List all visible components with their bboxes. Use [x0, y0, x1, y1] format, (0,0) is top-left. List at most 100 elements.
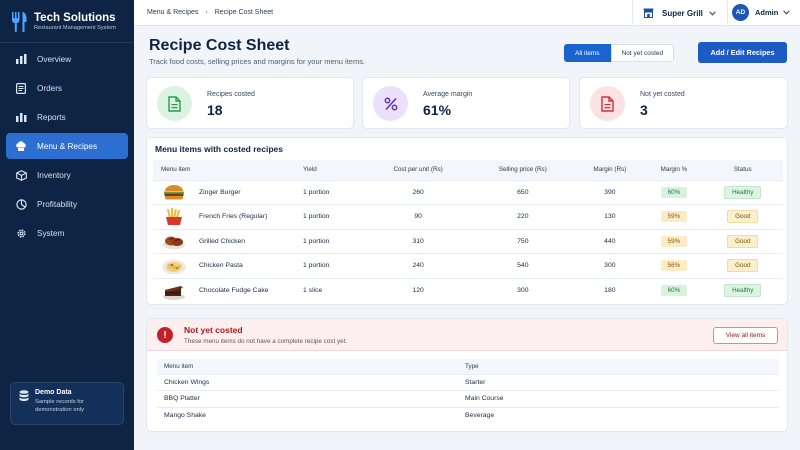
filter-not-yet-costed[interactable]: Not yet costed: [610, 44, 675, 62]
stat-value: 3: [640, 102, 648, 118]
page-title: Recipe Cost Sheet: [149, 37, 290, 54]
table-header-row: Menu item Yield Cost per unit (Rs) Selli…: [153, 160, 783, 180]
database-icon: [19, 389, 29, 418]
menu-item-name: Chicken Pasta: [199, 262, 243, 270]
column-header: Margin %: [645, 160, 703, 180]
demo-text: Sample records for demonstration only: [35, 399, 84, 413]
top-bar: Menu & Recipes › Recipe Cost Sheet Super…: [134, 0, 800, 26]
add-edit-recipes-button[interactable]: Add / Edit Recipes: [698, 42, 787, 63]
cake-thumbnail-icon: [163, 285, 185, 300]
breadcrumb-parent[interactable]: Menu & Recipes: [147, 9, 199, 16]
sidebar-item-label: Overview: [37, 54, 72, 64]
document-icon: [157, 86, 192, 121]
menu-item-type: Starter: [458, 373, 779, 391]
margin-cell: 390: [574, 179, 646, 205]
cost-cell: 90: [365, 204, 472, 229]
status-badge: Good: [727, 234, 759, 248]
margin-cell: 300: [574, 253, 646, 278]
cost-cell: 240: [365, 253, 472, 278]
store-name: Super Grill: [662, 8, 703, 18]
filter-all-items[interactable]: All items: [564, 44, 611, 62]
table-row[interactable]: Chicken Pasta 1 portion 240 540 300 56% …: [153, 253, 783, 278]
column-header: Cost per unit (Rs): [365, 160, 472, 180]
yield-cell: 1 portion: [303, 253, 365, 278]
breadcrumb-current: Recipe Cost Sheet: [214, 9, 274, 16]
gear-icon: [15, 227, 27, 239]
price-cell: 650: [471, 179, 575, 205]
column-header: Yield: [303, 160, 365, 180]
column-header: Status: [702, 160, 783, 180]
box-icon: [15, 169, 27, 181]
stat-card-not-yet-costed: Not yet costed 3: [579, 77, 788, 129]
sidebar-item-system[interactable]: System: [6, 220, 128, 246]
sidebar-item-profitability[interactable]: Profitability: [6, 191, 128, 217]
filter-toggle: All items Not yet costed: [564, 44, 675, 62]
price-cell: 540: [471, 253, 575, 278]
orders-icon: [15, 82, 27, 94]
view-all-items-button[interactable]: View all items: [713, 327, 778, 344]
alert-banner: ! Not yet costed These menu items do not…: [147, 319, 787, 351]
grilled-chicken-thumbnail-icon: [163, 236, 185, 250]
menu-item-type: Main Course: [458, 390, 779, 407]
table-row[interactable]: Chocolate Fudge Cake 1 slice 120 300 180…: [153, 277, 783, 303]
yield-cell: 1 portion: [303, 204, 365, 229]
sidebar: Tech Solutions Restaurant Management Sys…: [0, 0, 134, 450]
fries-thumbnail-icon: [166, 207, 182, 225]
price-cell: 220: [471, 204, 575, 229]
margin-cell: 180: [574, 277, 646, 303]
margin-percent-badge: 59%: [660, 235, 688, 247]
margin-cell: 130: [574, 204, 646, 229]
percent-icon: [373, 86, 408, 121]
sidebar-item-menu-recipes[interactable]: Menu & Recipes: [6, 133, 128, 159]
alert-icon: !: [157, 327, 173, 343]
divider: [0, 42, 134, 43]
document-alert-icon: [590, 86, 625, 121]
stat-label: Average margin: [423, 91, 473, 98]
demo-title: Demo Data: [35, 389, 72, 396]
status-badge: Healthy: [724, 284, 762, 297]
table-header-row: Menu item Type: [157, 359, 779, 374]
stat-card-recipes-costed: Recipes costed 18: [146, 77, 354, 129]
stat-label: Not yet costed: [640, 91, 685, 98]
menu-item-name: Chicken Wings: [157, 373, 458, 391]
cost-cell: 120: [365, 277, 472, 303]
cost-cell: 260: [365, 179, 472, 205]
table-row[interactable]: Zinger Burger 1 portion 260 650 390 60% …: [153, 179, 783, 205]
bar-chart-icon: [15, 53, 27, 65]
not-yet-costed-panel: ! Not yet costed These menu items do not…: [146, 318, 788, 432]
reports-icon: [15, 111, 27, 123]
margin-percent-badge: 60%: [660, 186, 688, 198]
sidebar-item-orders[interactable]: Orders: [6, 75, 128, 101]
sidebar-item-label: Reports: [37, 112, 66, 122]
status-badge: Healthy: [724, 185, 762, 199]
user-menu[interactable]: AD Admin: [732, 4, 791, 21]
table-row[interactable]: Chicken Wings Starter: [157, 373, 779, 391]
sidebar-item-label: Inventory: [37, 170, 71, 180]
demo-data-notice: Demo Data Sample records for demonstrati…: [10, 382, 124, 425]
table-row[interactable]: French Fries (Regular) 1 portion 90 220 …: [153, 204, 783, 229]
yield-cell: 1 slice: [303, 277, 365, 303]
menu-item-name: Mango Shake: [157, 406, 458, 424]
column-header: Menu item: [153, 160, 303, 180]
table-row[interactable]: Mango Shake Beverage: [157, 406, 779, 424]
not-costed-table: Menu item Type Chicken Wings Starter BBQ…: [157, 359, 779, 424]
store-selector[interactable]: Super Grill: [632, 0, 728, 26]
status-badge: Good: [727, 210, 759, 224]
cost-cell: 310: [365, 228, 472, 254]
column-header: Margin (Rs): [574, 160, 646, 180]
price-cell: 750: [471, 228, 575, 254]
sidebar-item-reports[interactable]: Reports: [6, 104, 128, 130]
table-row[interactable]: BBQ Platter Main Course: [157, 390, 779, 407]
price-cell: 300: [471, 277, 575, 303]
sidebar-item-inventory[interactable]: Inventory: [6, 162, 128, 188]
table-row[interactable]: Grilled Chicken 1 portion 310 750 440 59…: [153, 228, 783, 254]
panel-title: Menu items with costed recipes: [155, 144, 284, 154]
sidebar-item-overview[interactable]: Overview: [6, 46, 128, 72]
costed-recipes-panel: Menu items with costed recipes Menu item…: [146, 137, 788, 305]
page-subtitle: Track food costs, selling prices and mar…: [149, 57, 366, 66]
chevron-down-icon: [783, 10, 791, 15]
chef-hat-icon: [15, 140, 27, 152]
sidebar-item-label: Profitability: [37, 199, 78, 209]
menu-item-type: Beverage: [458, 406, 779, 424]
yield-cell: 1 portion: [303, 179, 365, 205]
